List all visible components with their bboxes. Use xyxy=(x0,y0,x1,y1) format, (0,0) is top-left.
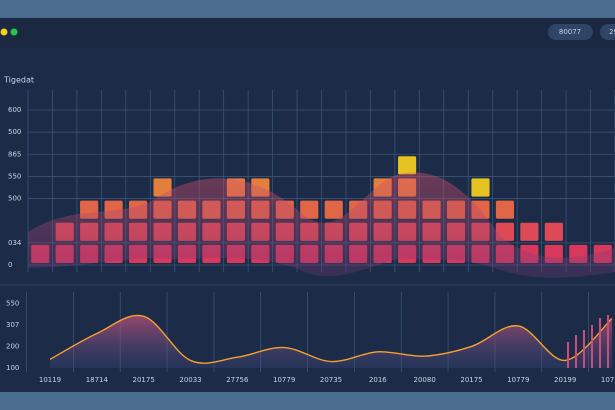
cell xyxy=(471,178,490,197)
badge[interactable] xyxy=(600,24,615,40)
y-tick-label: 200 xyxy=(6,342,19,350)
y-tick-label: 100 xyxy=(6,364,19,372)
badge[interactable] xyxy=(548,24,593,40)
area xyxy=(50,315,612,368)
y-tick-label: 550 xyxy=(8,172,21,180)
cell xyxy=(544,222,563,241)
y-tick-label: 865 xyxy=(8,150,21,158)
x-tick-label: 10779 xyxy=(601,376,615,384)
x-tick-label: 10779 xyxy=(273,376,295,384)
wave xyxy=(28,172,615,278)
cell xyxy=(495,200,515,219)
x-tick-label: 10119 xyxy=(39,376,61,384)
dot xyxy=(0,28,8,36)
x-tick-label: 2016 xyxy=(369,376,387,384)
x-tick-label: 10779 xyxy=(507,376,529,384)
top-bar xyxy=(0,18,615,48)
x-tick-label: 20199 xyxy=(554,376,576,384)
spike-bars xyxy=(567,315,609,368)
y-tick-label: 500 xyxy=(8,195,21,203)
badge-text: 80077 xyxy=(559,28,581,36)
badge-text: 29 xyxy=(609,28,615,36)
y-tick-label: 600 xyxy=(8,106,21,114)
x-tick-label: 27756 xyxy=(226,376,249,384)
y-tick-label: 307 xyxy=(6,321,19,329)
y-tick-label: 550 xyxy=(6,299,19,307)
cell xyxy=(520,222,539,241)
cell xyxy=(398,156,417,175)
chart-title: Tigedat xyxy=(3,76,34,85)
y-tick-label: 500 xyxy=(8,128,21,136)
x-tick-label: 20080 xyxy=(414,376,436,384)
cell xyxy=(324,200,343,219)
dot xyxy=(10,28,18,36)
y-tick-label: 0 xyxy=(8,261,12,269)
x-tick-label: 20735 xyxy=(320,376,342,384)
x-tick-label: 20175 xyxy=(460,376,482,384)
cell xyxy=(300,200,319,219)
y-tick-label: 034 xyxy=(8,239,22,247)
x-tick-label: 18714 xyxy=(86,376,109,384)
line xyxy=(49,314,613,364)
x-tick-label: 20033 xyxy=(179,376,201,384)
x-tick-label: 20175 xyxy=(133,376,155,384)
